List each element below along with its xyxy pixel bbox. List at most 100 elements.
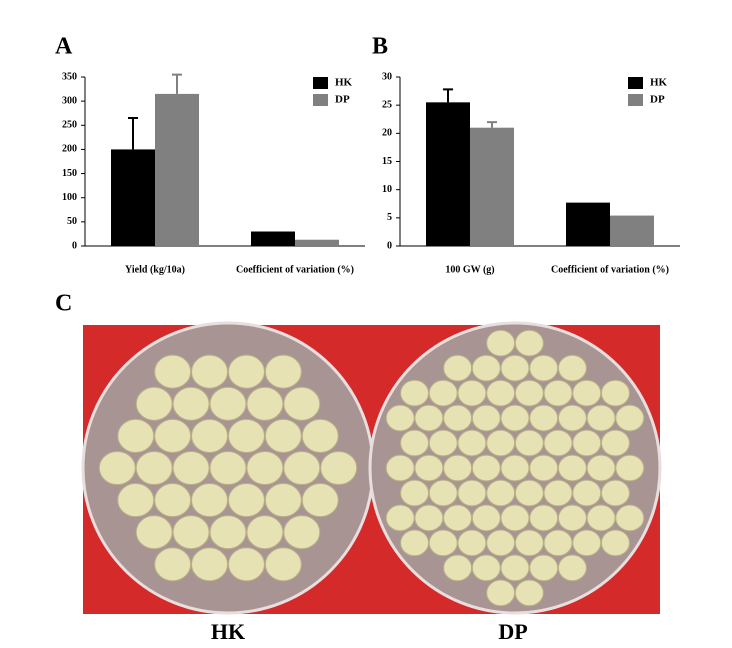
seed (486, 429, 516, 457)
seed (246, 450, 284, 486)
seed (500, 554, 530, 582)
seed (414, 504, 444, 532)
y-tick-label: 100 (62, 192, 77, 203)
legend-swatch (628, 94, 643, 106)
seed (301, 483, 339, 518)
seed (154, 354, 192, 389)
seed (471, 554, 501, 582)
seed (457, 479, 487, 507)
y-tick-label: 50 (67, 216, 77, 227)
seed (154, 418, 192, 453)
seed (400, 429, 430, 457)
seed (443, 454, 473, 482)
y-tick-label: 0 (72, 240, 77, 251)
seed (227, 418, 265, 453)
legend-swatch (313, 77, 328, 89)
y-tick-label: 20 (382, 128, 392, 139)
y-tick-label: 350 (62, 71, 77, 82)
y-tick-label: 150 (62, 168, 77, 179)
y-tick-label: 15 (382, 156, 392, 167)
seed (428, 529, 458, 557)
seed (117, 483, 155, 518)
seed (385, 504, 415, 532)
y-tick-label: 10 (382, 184, 392, 195)
seed (543, 379, 573, 407)
legend-label: DP (650, 94, 665, 106)
seed (486, 329, 516, 357)
seed (572, 529, 602, 557)
seed (135, 515, 173, 550)
seed (543, 529, 573, 557)
seed (557, 504, 587, 532)
seed (414, 404, 444, 432)
seed (572, 479, 602, 507)
seed (514, 329, 544, 357)
seed (500, 354, 530, 382)
seed (283, 515, 321, 550)
seed (400, 379, 430, 407)
seed (385, 454, 415, 482)
seed (264, 483, 302, 518)
seed (586, 504, 616, 532)
seed (457, 429, 487, 457)
seed (500, 404, 530, 432)
seed (600, 529, 630, 557)
seed (529, 454, 559, 482)
seed (471, 404, 501, 432)
panel-label: B (372, 34, 388, 60)
panel-label: A (55, 34, 73, 60)
seed (615, 404, 645, 432)
seed (514, 479, 544, 507)
bar (251, 231, 295, 246)
panel-label: C (55, 291, 72, 317)
seed (135, 450, 173, 486)
seed (543, 429, 573, 457)
legend-swatch (628, 77, 643, 89)
seed (486, 529, 516, 557)
seed (486, 579, 516, 607)
seed (529, 354, 559, 382)
seed (283, 386, 321, 421)
photo-caption: HK (211, 619, 245, 644)
seed (264, 418, 302, 453)
seed (172, 386, 210, 421)
seed (209, 515, 247, 550)
seed (471, 454, 501, 482)
seed (615, 504, 645, 532)
seed-photo (81, 321, 662, 615)
seed (600, 429, 630, 457)
seed (98, 450, 136, 486)
seed (586, 404, 616, 432)
y-tick-label: 300 (62, 95, 77, 106)
seed (615, 454, 645, 482)
seed (443, 554, 473, 582)
seed (443, 354, 473, 382)
seed (191, 354, 229, 389)
seed (443, 404, 473, 432)
seed (385, 404, 415, 432)
seed (246, 515, 284, 550)
seed (529, 504, 559, 532)
bar (295, 239, 339, 246)
seed (283, 450, 321, 486)
seed (457, 379, 487, 407)
seed (117, 418, 155, 453)
error-bar (443, 88, 453, 103)
error-bar (128, 117, 138, 150)
seed (529, 404, 559, 432)
seed (320, 450, 358, 486)
seed (529, 554, 559, 582)
y-tick-label: 25 (382, 99, 392, 110)
seed (191, 547, 229, 582)
seed (172, 515, 210, 550)
x-tick-label: Yield (kg/10a) (125, 264, 185, 275)
seed (264, 547, 302, 582)
error-bar (172, 73, 182, 94)
seed (135, 386, 173, 421)
seed (400, 529, 430, 557)
legend-label: DP (335, 94, 350, 106)
seed (514, 529, 544, 557)
seed (500, 504, 530, 532)
seed (191, 483, 229, 518)
seed (400, 479, 430, 507)
